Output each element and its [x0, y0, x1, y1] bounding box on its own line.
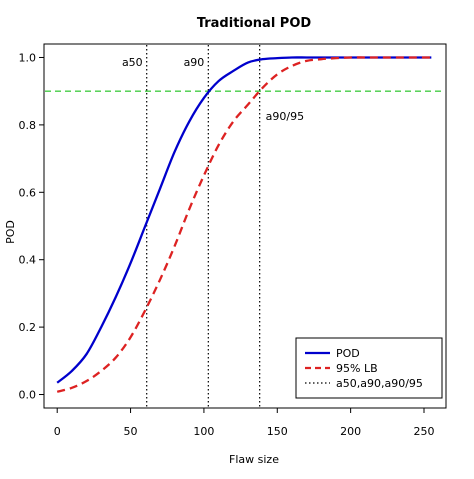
y-tick-label: 1.0 [19, 51, 37, 64]
y-tick-label: 0.8 [19, 119, 37, 132]
y-tick-label: 0.6 [19, 186, 37, 199]
y-tick-label: 0.4 [19, 254, 37, 267]
y-tick-label: 0.2 [19, 321, 37, 334]
legend-lb-label: 95% LB [336, 362, 378, 375]
x-tick-label: 150 [267, 425, 288, 438]
marker-label-a90-95: a90/95 [266, 110, 304, 123]
x-tick-label: 250 [413, 425, 434, 438]
x-tick-label: 200 [340, 425, 361, 438]
plot-area-border [43, 43, 447, 409]
x-tick-label: 0 [54, 425, 61, 438]
y-axis-label: POD [4, 220, 17, 244]
marker-label-a50: a50 [122, 56, 143, 69]
legend-marks-label: a50,a90,a90/95 [336, 377, 423, 390]
series-line-95-lb [56, 56, 432, 393]
y-tick-label: 0.0 [19, 389, 37, 402]
chart-title: Traditional POD [197, 16, 312, 31]
y-axis: 0.0 0.2 0.4 0.6 0.8 1.0 [19, 51, 44, 402]
legend-pod-label: POD [336, 347, 360, 360]
x-axis-label: Flaw size [229, 453, 279, 466]
marker-label-a90: a90 [184, 56, 205, 69]
legend: POD 95% LB a50,a90,a90/95 [295, 337, 443, 399]
x-axis: 0 50 100 150 200 250 [54, 408, 434, 438]
x-tick-label: 50 [124, 425, 138, 438]
x-tick-label: 100 [193, 425, 214, 438]
